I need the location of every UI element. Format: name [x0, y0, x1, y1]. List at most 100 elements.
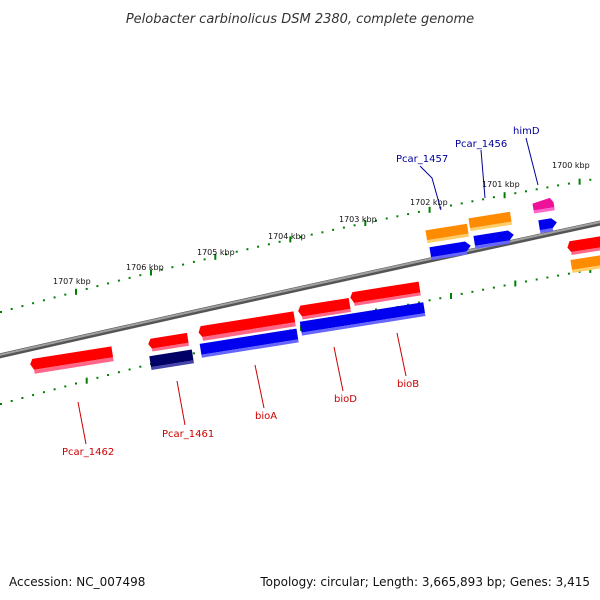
minor-tick [42, 391, 45, 394]
label-biob[interactable]: bioB [397, 379, 419, 390]
leader-biod [333, 346, 344, 392]
topology-text: Topology: circular; Length: 3,665,893 bp… [259, 575, 590, 589]
minor-tick [128, 276, 131, 279]
minor-tick [546, 276, 549, 279]
minor-tick [439, 297, 442, 300]
major-tick [75, 288, 77, 295]
major-tick [214, 253, 217, 260]
leader-bioa [254, 364, 265, 409]
map-title: Pelobacter carbinolicus DSM 2380, comple… [126, 12, 474, 27]
leader-pcar-1457 [419, 165, 442, 211]
minor-tick [171, 266, 174, 269]
gene-pcar-1457-blue[interactable] [429, 241, 472, 261]
minor-tick [75, 382, 77, 385]
minor-tick [492, 286, 495, 289]
gene-pcar-1462[interactable] [29, 346, 114, 374]
minor-tick [32, 394, 35, 397]
minor-tick [557, 184, 560, 187]
scale-labels: 1707 kbp 1706 kbp 1705 kbp 1704 kbp 1703… [53, 161, 590, 286]
minor-tick [107, 374, 110, 376]
gene-edge-orange[interactable] [570, 254, 600, 273]
label-biod[interactable]: bioD [334, 394, 357, 405]
scale-label-1704: 1704 kbp [268, 232, 306, 241]
leader-himd [525, 137, 539, 186]
minor-tick [460, 292, 463, 295]
label-pcar-1456[interactable]: Pcar_1456 [455, 139, 507, 150]
accession-text: Accession: NC_007498 [9, 575, 145, 589]
scale-label-1707: 1707 kbp [53, 277, 91, 286]
gene-bioa-blue[interactable] [199, 328, 299, 358]
minor-tick [203, 258, 206, 261]
minor-tick [503, 284, 506, 287]
scale-label-1705: 1705 kbp [197, 248, 235, 257]
gene-biod-biob-blue[interactable] [299, 302, 426, 336]
minor-tick [21, 305, 24, 308]
minor-tick [332, 228, 335, 231]
major-tick [85, 377, 88, 384]
gene-labels: Pcar_1462 Pcar_1461 bioA bioD bioB Pcar_… [62, 126, 540, 458]
major-tick [450, 293, 452, 299]
minor-tick [375, 219, 377, 222]
minor-tick [53, 296, 56, 299]
minor-tick [567, 182, 570, 185]
minor-tick [192, 352, 195, 355]
gene-pcar-1457-orange[interactable] [425, 223, 469, 244]
genome-backbone-highlight [0, 221, 600, 356]
leader-lines [77, 137, 539, 445]
minor-tick [471, 290, 474, 293]
gene-himd-magenta[interactable] [532, 197, 555, 214]
gene-bioa-red[interactable] [198, 311, 296, 341]
minor-tick [96, 285, 99, 288]
minor-tick [471, 200, 474, 203]
minor-tick [567, 272, 570, 275]
label-bioa[interactable]: bioA [255, 411, 277, 422]
gene-himd-blue[interactable] [538, 217, 558, 234]
minor-tick [546, 186, 549, 189]
scale-label-1706: 1706 kbp [126, 263, 164, 272]
minor-tick [139, 274, 142, 277]
leader-pcar-1461 [176, 380, 186, 426]
minor-tick [64, 293, 67, 296]
minor-tick [310, 233, 313, 236]
gene-pcar-1461-navy[interactable] [149, 349, 194, 371]
major-tick [428, 206, 431, 213]
label-pcar-1461[interactable]: Pcar_1461 [162, 429, 214, 440]
leader-pcar-1462 [77, 401, 87, 445]
label-pcar-1462[interactable]: Pcar_1462 [62, 447, 114, 458]
gene-edge-red[interactable] [567, 235, 600, 256]
minor-tick [257, 245, 260, 248]
gene-pcar-1456-orange[interactable] [468, 211, 512, 232]
minor-tick [246, 248, 249, 251]
minor-tick [417, 301, 420, 304]
gene-pcar-1456-blue[interactable] [473, 230, 515, 249]
leader-pcar-1456 [480, 149, 486, 199]
minor-tick [460, 202, 463, 205]
label-pcar-1457[interactable]: Pcar_1457 [396, 154, 448, 165]
minor-tick [21, 397, 24, 399]
minor-tick [182, 263, 185, 266]
minor-tick [128, 368, 131, 371]
minor-tick [525, 280, 527, 283]
minor-tick [589, 178, 592, 181]
minor-tick [42, 299, 45, 302]
minor-tick [525, 190, 527, 193]
minor-tick [267, 243, 270, 246]
gene-biod-red[interactable] [297, 298, 351, 320]
scale-label-1700: 1700 kbp [552, 161, 590, 170]
minor-tick [300, 236, 302, 238]
major-tick [578, 178, 581, 185]
leader-biob [396, 332, 407, 377]
minor-tick [160, 268, 163, 271]
minor-tick [417, 210, 420, 213]
minor-tick [482, 288, 485, 291]
major-tick [150, 269, 152, 276]
gene-biob-red[interactable] [349, 281, 421, 307]
label-himd[interactable]: himD [513, 126, 540, 137]
minor-tick [107, 282, 110, 285]
minor-tick [96, 376, 99, 379]
minor-tick [192, 260, 195, 263]
minor-tick [32, 302, 35, 305]
minor-tick [385, 217, 388, 220]
gene-pcar-1461-red[interactable] [147, 332, 190, 352]
